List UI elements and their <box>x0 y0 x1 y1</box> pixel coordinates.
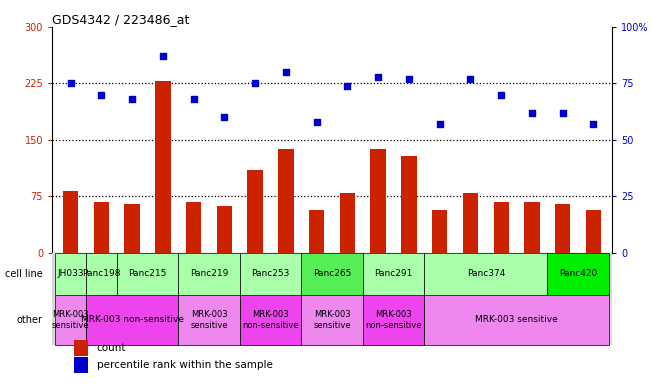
Point <box>465 76 476 82</box>
Text: MRK-003
sensitive: MRK-003 sensitive <box>313 310 351 329</box>
Bar <box>547 253 609 295</box>
Bar <box>401 156 417 253</box>
Bar <box>186 202 201 253</box>
Text: GDS4342 / 223486_at: GDS4342 / 223486_at <box>52 13 189 26</box>
Point <box>65 80 76 86</box>
Bar <box>124 204 140 253</box>
Bar <box>363 295 424 344</box>
Bar <box>301 253 363 295</box>
Point <box>342 83 353 89</box>
Point <box>496 91 506 98</box>
Text: count: count <box>97 343 126 353</box>
Point <box>158 53 168 59</box>
Bar <box>555 204 570 253</box>
Point <box>589 121 599 127</box>
Bar <box>340 192 355 253</box>
Bar <box>586 210 601 253</box>
Text: percentile rank within the sample: percentile rank within the sample <box>97 360 273 370</box>
Point <box>434 121 445 127</box>
Text: other: other <box>17 315 43 325</box>
Bar <box>240 253 301 295</box>
Bar <box>424 295 609 344</box>
Bar <box>370 149 386 253</box>
Bar <box>493 202 509 253</box>
Bar <box>86 295 178 344</box>
Bar <box>309 210 324 253</box>
Text: MRK-003
non-sensitive: MRK-003 non-sensitive <box>365 310 422 329</box>
Text: Panc215: Panc215 <box>128 270 167 278</box>
Point <box>373 73 383 79</box>
Bar <box>55 295 86 344</box>
Bar <box>178 295 240 344</box>
Bar <box>55 253 86 295</box>
Text: Panc253: Panc253 <box>251 270 290 278</box>
Point <box>311 119 322 125</box>
Bar <box>178 253 240 295</box>
Bar <box>86 253 117 295</box>
Bar <box>74 340 89 356</box>
Bar <box>117 253 178 295</box>
Text: Panc374: Panc374 <box>467 270 505 278</box>
Text: JH033: JH033 <box>57 270 84 278</box>
Bar <box>424 253 547 295</box>
Text: Panc420: Panc420 <box>559 270 597 278</box>
Point <box>219 114 230 120</box>
Point <box>281 69 291 75</box>
Bar <box>278 149 294 253</box>
Point <box>127 96 137 102</box>
Bar <box>524 202 540 253</box>
Point <box>557 110 568 116</box>
Text: MRK-003 non-sensitive: MRK-003 non-sensitive <box>81 315 184 324</box>
Bar <box>94 202 109 253</box>
Text: MRK-003
sensitive: MRK-003 sensitive <box>51 310 89 329</box>
Bar <box>463 192 478 253</box>
Point <box>527 110 537 116</box>
Bar <box>432 210 447 253</box>
Text: cell line: cell line <box>5 269 43 279</box>
Bar <box>217 206 232 253</box>
Text: Panc219: Panc219 <box>190 270 228 278</box>
Text: Panc291: Panc291 <box>374 270 413 278</box>
Text: MRK-003
sensitive: MRK-003 sensitive <box>190 310 228 329</box>
Bar <box>240 295 301 344</box>
Point <box>250 80 260 86</box>
Text: Panc198: Panc198 <box>82 270 120 278</box>
Bar <box>247 170 263 253</box>
Point <box>96 91 107 98</box>
Bar <box>155 81 171 253</box>
Bar <box>363 253 424 295</box>
Text: MRK-003 sensitive: MRK-003 sensitive <box>475 315 558 324</box>
Bar <box>301 295 363 344</box>
Text: MRK-003
non-sensitive: MRK-003 non-sensitive <box>242 310 299 329</box>
Point <box>188 96 199 102</box>
Bar <box>63 191 78 253</box>
Text: Panc265: Panc265 <box>313 270 351 278</box>
Bar <box>74 357 89 373</box>
Point <box>404 76 414 82</box>
